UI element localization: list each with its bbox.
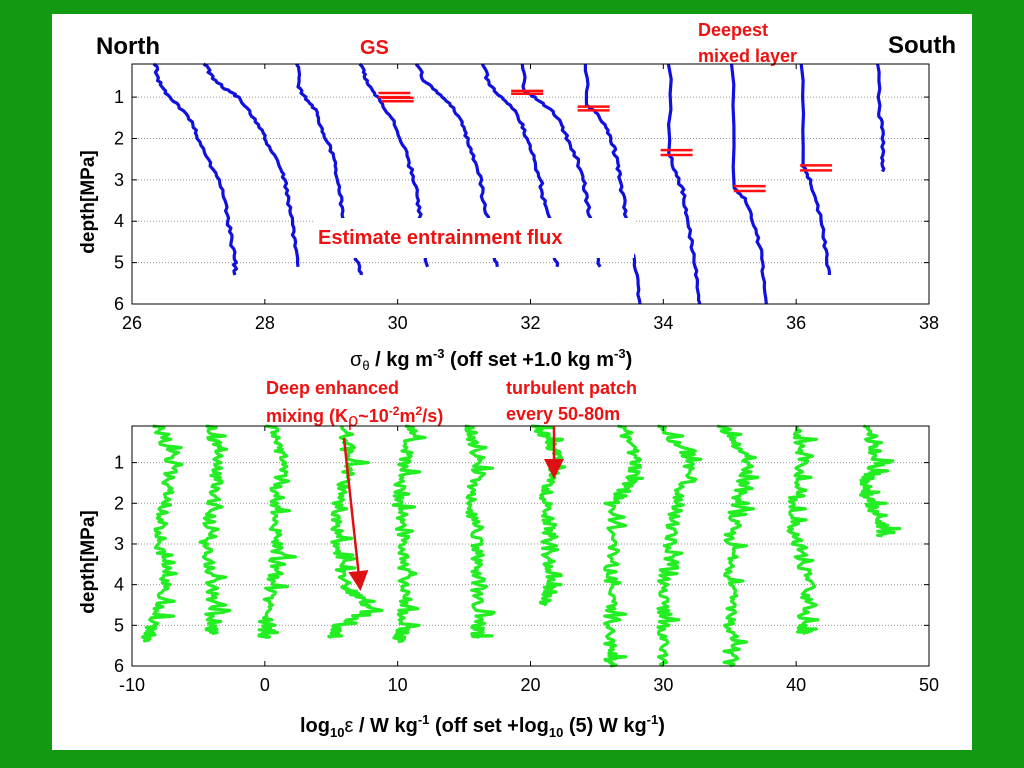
y-tick-label: 6 [114, 656, 124, 676]
y-tick-label: 1 [114, 453, 124, 473]
x-tick-label: 34 [653, 313, 673, 333]
x-tick-label: 50 [919, 675, 939, 695]
profile-line [141, 424, 184, 643]
profile-line [257, 424, 298, 640]
y-tick-label: 6 [114, 294, 124, 314]
profile-line [531, 424, 567, 607]
profile-line [327, 425, 384, 639]
x-tick-label: 30 [653, 675, 673, 695]
south-label: South [888, 32, 956, 59]
profile-line [666, 63, 702, 305]
x-tick-label: 26 [122, 313, 142, 333]
profile-line [859, 424, 902, 538]
deep-mixing-arrow [342, 437, 369, 591]
y-tick-label: 3 [114, 534, 124, 554]
profile-line [583, 64, 642, 305]
y-tick-label: 3 [114, 170, 124, 190]
profile-line [603, 424, 644, 668]
y-tick-label: 5 [114, 615, 124, 635]
profile-line [198, 424, 232, 636]
entrainment-label-box [314, 218, 634, 258]
y-tick-label: 1 [114, 87, 124, 107]
density-xlabel: σθ / kg m-3 (off set +1.0 kg m-3) [350, 346, 632, 373]
dissipation-xlabel: log10ε / W kg-1 (off set +log10 (5) W kg… [300, 712, 665, 740]
y-tick-label: 4 [114, 211, 124, 231]
profile-line [152, 62, 239, 276]
north-label: North [96, 33, 160, 60]
slide: North South GS Deepest mixed layer 26 28 3… [52, 14, 972, 750]
dissipation-plot: -10 0 10 20 30 40 50 1 2 3 4 5 6 [114, 424, 939, 695]
profile-line [391, 424, 427, 644]
figure: North South GS Deepest mixed layer 26 28 3… [78, 20, 956, 740]
deepest-mixed-layer-line1: Deepest [698, 20, 768, 40]
deep-mixing-line2: mixing (Kρ~10-2m2/s) [266, 404, 443, 430]
profile-line [656, 424, 703, 668]
dissipation-ylabel: depth[MPa] [78, 510, 99, 613]
turbulent-patch-line2: every 50-80m [506, 404, 620, 424]
x-tick-label: 38 [919, 313, 939, 333]
gs-label: GS [360, 37, 389, 59]
x-tick-label: -10 [119, 675, 145, 695]
profile-line [716, 424, 760, 668]
x-tick-label: 0 [260, 675, 270, 695]
profile-line [799, 63, 831, 275]
x-tick-label: 36 [786, 313, 806, 333]
y-tick-label: 2 [114, 493, 124, 513]
x-tick-label: 20 [520, 675, 540, 695]
y-tick-label: 4 [114, 575, 124, 595]
profile-line [202, 62, 300, 267]
density-ylabel: depth[MPa] [78, 150, 99, 253]
x-tick-label: 10 [388, 675, 408, 695]
x-tick-label: 40 [786, 675, 806, 695]
deepest-mixed-layer-line2: mixed layer [698, 46, 797, 66]
profile-line [876, 63, 886, 173]
y-tick-label: 5 [114, 253, 124, 273]
turbulent-patch-line1: turbulent patch [506, 378, 637, 398]
y-tick-label: 2 [114, 128, 124, 148]
deep-mixing-line1: Deep enhanced [266, 378, 399, 398]
profile-line [729, 63, 768, 305]
x-tick-label: 32 [520, 313, 540, 333]
entrainment-label: Estimate entrainment flux [318, 227, 563, 249]
x-tick-label: 28 [255, 313, 275, 333]
x-tick-label: 30 [388, 313, 408, 333]
profile-line [786, 425, 820, 636]
profile-line [464, 424, 496, 639]
